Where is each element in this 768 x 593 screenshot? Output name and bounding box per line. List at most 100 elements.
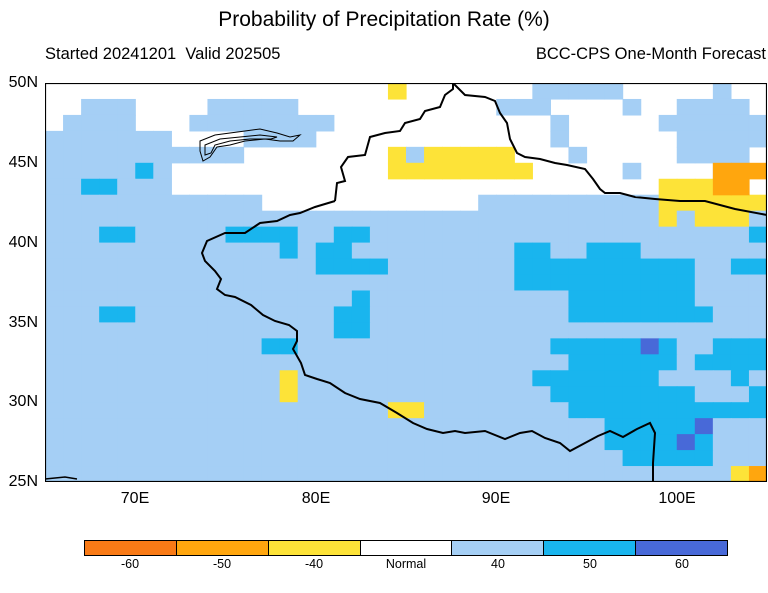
probability-cell [640,338,660,355]
probability-cell [460,226,479,244]
probability-cell [189,354,209,371]
probability-cell [81,434,100,451]
probability-cell [478,370,497,387]
probability-cell [514,450,533,467]
probability-cell [406,290,425,308]
probability-cell [748,354,767,371]
probability-cell [514,418,533,435]
probability-cell [586,226,606,244]
probability-cell [748,322,767,339]
probability-cell [333,322,353,339]
probability-cell [45,354,64,371]
probability-cell [225,98,245,116]
probability-cell [676,434,696,451]
probability-cell [99,370,118,387]
probability-cell [153,258,172,276]
probability-cell [658,114,678,132]
legend-swatch-40 [452,541,545,555]
probability-cell [351,226,371,244]
probability-cell [676,98,696,116]
probability-cell [532,322,551,339]
probability-cell [189,274,209,292]
probability-cell [63,322,82,339]
probability-cell [171,402,190,419]
probability-cell [496,98,515,116]
probability-cell [207,98,227,116]
probability-cell [622,354,642,371]
probability-cell [586,354,606,371]
probability-cell [207,194,227,212]
probability-cell [387,162,407,180]
probability-cell [460,402,479,419]
probability-cell [478,290,497,308]
probability-cell [604,338,624,355]
probability-cell [243,194,263,212]
probability-cell [478,450,497,467]
probability-cell [604,402,624,419]
probability-cell [514,98,533,116]
probability-cell [460,338,479,355]
probability-cell [424,386,443,403]
probability-cell [117,434,136,451]
probability-cell [658,370,678,387]
probability-cell [99,98,118,116]
probability-cell [135,226,154,244]
probability-cell [622,434,642,451]
probability-cell [748,466,767,482]
probability-cell [261,226,281,244]
probability-cell [424,274,443,292]
probability-cell [207,306,227,323]
probability-cell [424,162,443,180]
probability-cell [333,258,353,276]
map-panel [45,83,767,482]
probability-cell [63,402,82,419]
probability-cell [406,306,425,323]
probability-cell [225,210,245,228]
probability-cell [694,418,714,435]
probability-cell [640,258,660,276]
probability-cell [171,242,190,260]
legend-label-minus50: -50 [212,557,232,571]
probability-cell [748,290,767,308]
probability-cell [604,194,624,212]
probability-cell [604,354,624,371]
probability-cell [135,274,154,292]
probability-cell [730,98,750,116]
probability-cell [117,466,136,482]
probability-cell [586,274,606,292]
probability-cell [45,370,64,387]
probability-cell [351,418,371,435]
probability-cell [225,434,245,451]
probability-cell [315,354,335,371]
probability-cell [45,194,64,212]
probability-cell [63,114,82,132]
probability-cell [45,178,64,196]
probability-cell [406,370,425,387]
probability-cell [622,338,642,355]
probability-cell [604,386,624,403]
probability-cell [442,386,461,403]
probability-cell [622,466,642,482]
probability-cell [261,274,281,292]
probability-cell [117,370,136,387]
probability-cell [532,402,551,419]
probability-cell [604,450,624,467]
probability-cell [81,130,100,148]
probability-cell [622,386,642,403]
probability-cell [261,322,281,339]
lat-label-45: 45N [8,154,38,171]
probability-cell [496,306,515,323]
probability-cell [424,242,443,260]
probability-cell [225,322,245,339]
probability-cell [225,226,245,244]
probability-cell [496,290,515,308]
probability-cell [171,194,190,212]
probability-cell [658,466,678,482]
probability-cell [153,210,172,228]
probability-cell [460,466,479,482]
probability-cell [297,242,317,260]
probability-cell [135,258,154,276]
probability-cell [514,162,533,180]
probability-cell [171,322,190,339]
probability-cell [333,290,353,308]
